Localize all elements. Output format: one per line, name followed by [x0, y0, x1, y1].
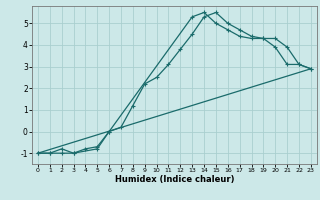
X-axis label: Humidex (Indice chaleur): Humidex (Indice chaleur)	[115, 175, 234, 184]
